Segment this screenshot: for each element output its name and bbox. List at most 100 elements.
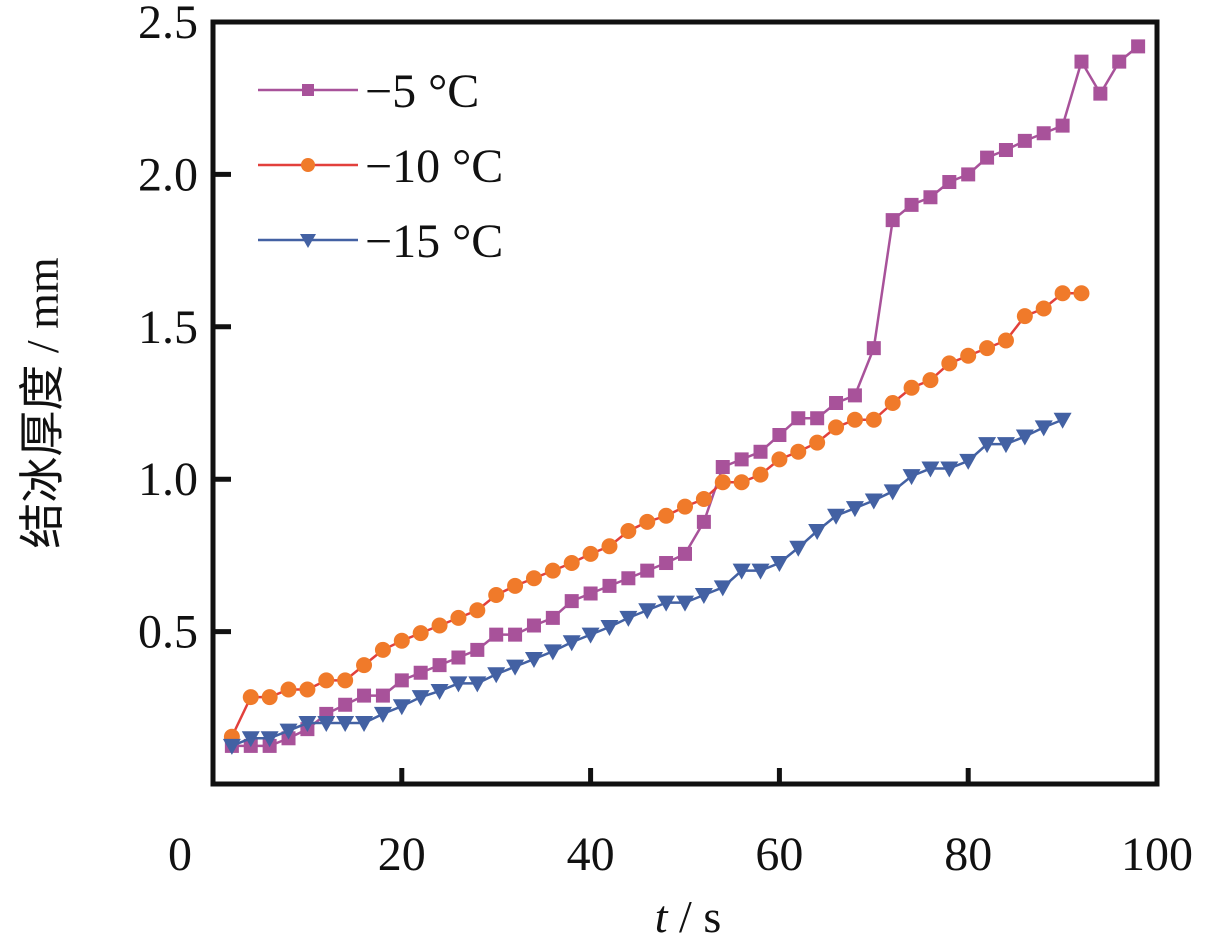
data-point: [338, 697, 353, 712]
x-tick-label: 80: [944, 828, 992, 881]
axes-ticks: 0 20 40 60 80 100 0.5 1.0 1.5 2.0 2.5: [138, 0, 1193, 881]
data-point: [337, 672, 354, 689]
data-point: [845, 501, 864, 518]
data-point: [659, 556, 674, 571]
data-point: [336, 716, 355, 733]
data-point: [827, 508, 846, 525]
data-point: [526, 618, 541, 633]
plot-area: [222, 39, 1146, 755]
x-tick-label: 0: [168, 828, 192, 881]
data-point: [545, 610, 560, 625]
data-point: [302, 84, 314, 96]
data-point: [394, 673, 409, 688]
data-point: [1112, 54, 1127, 69]
data-point: [450, 609, 467, 626]
data-point: [432, 658, 447, 673]
data-point: [1073, 285, 1090, 302]
data-point: [412, 625, 429, 642]
data-point: [828, 419, 845, 436]
data-point: [222, 738, 241, 755]
data-point: [903, 379, 920, 396]
data-point: [677, 498, 693, 515]
data-point: [279, 723, 298, 740]
data-point: [488, 587, 505, 604]
data-point: [506, 659, 525, 676]
data-point: [772, 428, 787, 443]
data-point: [883, 484, 902, 501]
data-point: [1016, 308, 1033, 325]
data-point: [790, 443, 807, 460]
data-point: [373, 706, 392, 723]
data-point: [864, 493, 883, 510]
data-point: [620, 523, 637, 540]
data-point: [732, 563, 751, 580]
data-point: [940, 461, 959, 478]
x-tick-label: 60: [755, 828, 803, 881]
data-point: [678, 546, 692, 561]
data-point: [676, 595, 694, 612]
data-point: [658, 507, 675, 524]
x-tick-label: 40: [567, 828, 615, 881]
data-point: [317, 716, 336, 733]
data-point: [392, 699, 411, 716]
data-point: [242, 689, 259, 706]
data-point: [413, 665, 428, 680]
data-point: [300, 234, 316, 248]
series-triangle-down: [222, 412, 1072, 755]
data-point: [866, 341, 881, 356]
data-point: [562, 635, 581, 652]
y-tick-label: 1.0: [138, 453, 198, 506]
data-point: [487, 667, 506, 684]
data-point: [1017, 133, 1032, 148]
data-point: [829, 396, 844, 410]
y-tick-label: 2.0: [138, 148, 198, 201]
data-point: [1053, 412, 1072, 429]
data-point: [600, 620, 619, 637]
data-point: [997, 332, 1014, 349]
data-point: [922, 372, 939, 389]
legend-item: −15 °C: [258, 215, 503, 268]
plot-frame: [210, 19, 1160, 787]
data-point: [715, 460, 730, 475]
data-point: [525, 570, 542, 587]
data-point: [942, 175, 957, 190]
data-point: [941, 355, 958, 372]
data-point: [430, 684, 449, 701]
data-point: [998, 143, 1013, 158]
data-point: [1054, 285, 1071, 302]
data-point: [865, 411, 882, 428]
data-point: [808, 524, 827, 541]
series-line: [231, 418, 1064, 748]
x-axis-label: t / s: [655, 891, 721, 937]
data-point: [1015, 429, 1034, 446]
data-point: [564, 594, 579, 609]
data-point: [489, 627, 504, 642]
legend-item: −5 °C: [258, 65, 479, 118]
data-point: [639, 513, 656, 530]
data-point: [374, 641, 391, 658]
data-point: [468, 676, 487, 693]
data-point: [318, 672, 335, 689]
y-axis-label: 结冰厚度 / mm: [17, 257, 68, 549]
data-point: [431, 617, 448, 634]
data-point: [470, 642, 485, 657]
data-point: [733, 474, 750, 491]
x-tick-label: 20: [378, 828, 426, 881]
data-point: [979, 340, 996, 357]
data-point: [621, 571, 636, 586]
y-tick-label: 2.5: [138, 0, 198, 49]
data-point: [299, 681, 316, 698]
data-point: [298, 716, 317, 733]
legend: −5 °C −10 °C −15 °C: [258, 65, 503, 268]
data-point: [713, 580, 732, 597]
data-point: [884, 395, 901, 411]
data-point: [980, 150, 995, 165]
data-point: [847, 388, 862, 403]
data-point: [694, 588, 713, 605]
data-point: [1055, 118, 1070, 133]
data-point: [524, 652, 543, 669]
data-point: [393, 632, 410, 649]
data-point: [1131, 39, 1146, 54]
data-point: [885, 213, 900, 228]
